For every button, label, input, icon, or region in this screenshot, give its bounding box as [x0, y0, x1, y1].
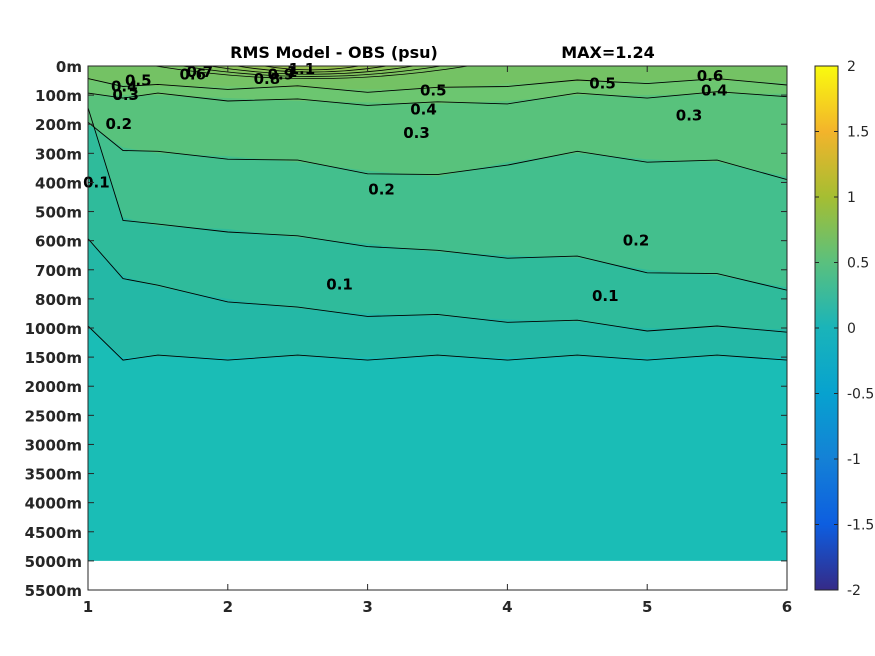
contour-line — [264, 66, 360, 71]
surface-maximum — [161, 66, 462, 100]
contour-label: 0.4 — [701, 82, 728, 100]
contour-label: 0.4 — [410, 101, 437, 119]
y-tick-label: 2500m — [25, 407, 82, 425]
contour-label: 0.1 — [326, 275, 353, 293]
y-tick-label: 3500m — [25, 466, 82, 484]
contour-line — [88, 238, 787, 333]
contour-line — [88, 107, 787, 291]
contour-line — [88, 325, 787, 361]
colorbar-tick-label: -1.5 — [847, 518, 874, 534]
contour-line — [88, 91, 787, 106]
y-tick-label: 100m — [35, 87, 82, 105]
y-tick-label: 500m — [35, 204, 82, 222]
contour-line — [182, 66, 441, 77]
colorbar-tick-label: 1.5 — [847, 125, 869, 141]
y-tick-label: 4000m — [25, 495, 82, 513]
colorbar-tick-label: -2 — [847, 583, 861, 599]
x-axis: 1 2 3 4 5 6 — [83, 66, 792, 616]
colorbar-tick-label: -1 — [847, 452, 861, 468]
max-label: MAX=1.24 — [561, 43, 655, 62]
y-tick-label: 1500m — [25, 349, 82, 367]
x-tick-label: 6 — [782, 598, 792, 616]
y-tick-label: 800m — [35, 291, 82, 309]
contour-label: 0.5 — [125, 72, 152, 90]
y-tick-label: 4500m — [25, 524, 82, 542]
contour-line — [209, 66, 414, 75]
colorbar-tick-label: 2 — [847, 59, 856, 75]
y-tick-label: 300m — [35, 145, 82, 163]
contour-label: 0.6 — [180, 66, 207, 84]
x-tick-label: 5 — [642, 598, 652, 616]
y-axis: 0m 100m 200m 300m 400m 500m 600m 700m 800m 1000m 1… — [25, 58, 787, 600]
y-tick-label: 600m — [35, 233, 82, 251]
contour-label: 0.2 — [106, 115, 133, 133]
y-tick-label: 5500m — [25, 582, 82, 600]
y-tick-label: 1000m — [25, 320, 82, 338]
y-tick-label: 2000m — [25, 378, 82, 396]
y-tick-label: 400m — [35, 174, 82, 192]
contour-label: 0.2 — [368, 181, 395, 199]
contour-label: 0.1 — [592, 287, 619, 305]
colorbar-tick-label: 1 — [847, 190, 856, 206]
contour-label: 0.8 — [254, 70, 281, 88]
y-tick-label: 200m — [35, 116, 82, 134]
contour-label: 0.3 — [403, 124, 430, 142]
colorbar: 2 1.5 1 0.5 0 -0.5 -1 -1.5 -2 — [814, 59, 874, 599]
contour-line — [155, 66, 469, 80]
chart-title: RMS Model - OBS (psu) — [230, 43, 438, 62]
contour-label: 0.1 — [83, 173, 110, 191]
x-tick-label: 2 — [223, 598, 233, 616]
y-tick-label: 3000m — [25, 436, 82, 454]
x-tick-label: 1 — [83, 598, 93, 616]
x-tick-label: 4 — [502, 598, 512, 616]
contour-line — [88, 78, 787, 93]
contour-label: 0.6 — [697, 67, 724, 85]
contour-label: 0.5 — [420, 82, 447, 100]
contour-label: 0.4 — [111, 77, 138, 95]
contour-label: 0.9 — [268, 66, 295, 84]
y-tick-label: 0m — [56, 58, 82, 76]
colorbar-tick-label: 0 — [847, 321, 856, 337]
contour-line — [236, 66, 387, 73]
contour-label: 0.3 — [112, 86, 139, 104]
y-tick-label: 700m — [35, 262, 82, 280]
contour-label: 0.7 — [187, 63, 214, 81]
colorbar-tick-label: 0.5 — [847, 256, 869, 272]
y-tick-label: 5000m — [25, 553, 82, 571]
colorbar-tick-label: -0.5 — [847, 387, 874, 403]
contour-label: 0.5 — [589, 75, 616, 93]
contour-label: 1.1 — [289, 60, 316, 78]
contour-label: 0.3 — [676, 107, 703, 125]
plot-area: 0.10.10.10.20.20.20.30.30.30.40.40.40.50… — [83, 60, 788, 591]
contour-line — [88, 121, 787, 181]
contour-label: 0.2 — [623, 232, 650, 250]
x-tick-label: 3 — [362, 598, 372, 616]
contour-label: 1 — [287, 63, 297, 81]
